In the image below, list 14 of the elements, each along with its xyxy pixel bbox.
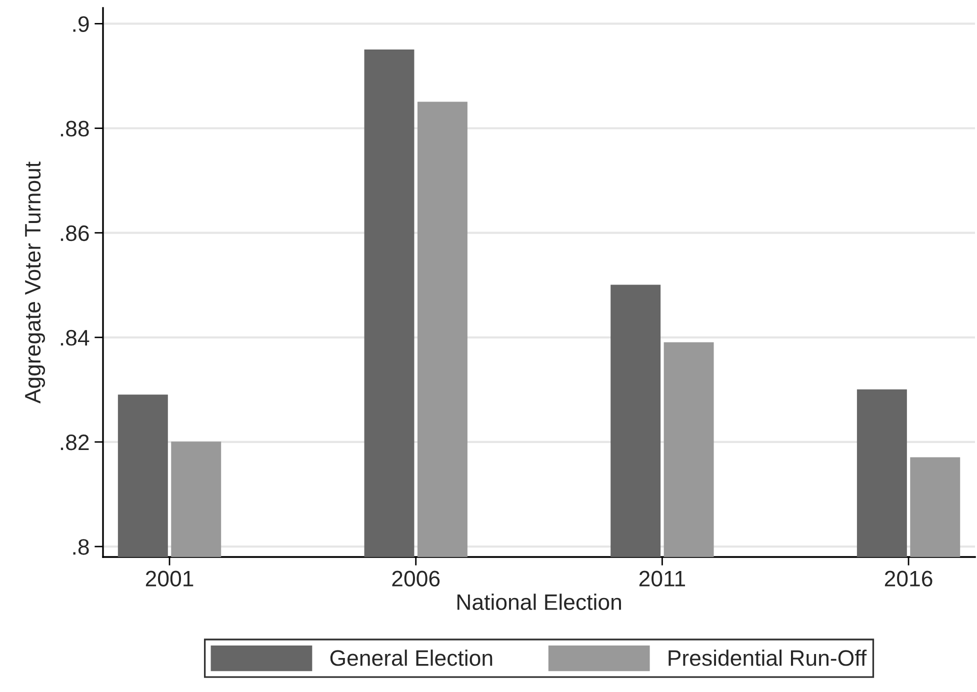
legend-label: Presidential Run-Off xyxy=(668,650,867,666)
x-tick-label: 2016 xyxy=(884,570,932,587)
x-axis-title: National Election xyxy=(457,594,621,610)
y-tick-label: .8 xyxy=(73,539,89,555)
legend-label: General Election xyxy=(330,650,492,666)
x-tick-label: 2001 xyxy=(146,570,194,587)
x-tick-label: 2011 xyxy=(639,570,686,587)
y-tick-label: .84 xyxy=(60,330,90,346)
y-tick-label: .86 xyxy=(60,225,89,242)
x-tick-label: 2006 xyxy=(392,570,440,587)
y-tick-label: .82 xyxy=(60,434,89,450)
y-axis-title: Aggregate Voter Turnout xyxy=(25,162,46,404)
y-tick-label: .88 xyxy=(60,120,89,137)
y-tick-label: .9 xyxy=(73,16,89,32)
